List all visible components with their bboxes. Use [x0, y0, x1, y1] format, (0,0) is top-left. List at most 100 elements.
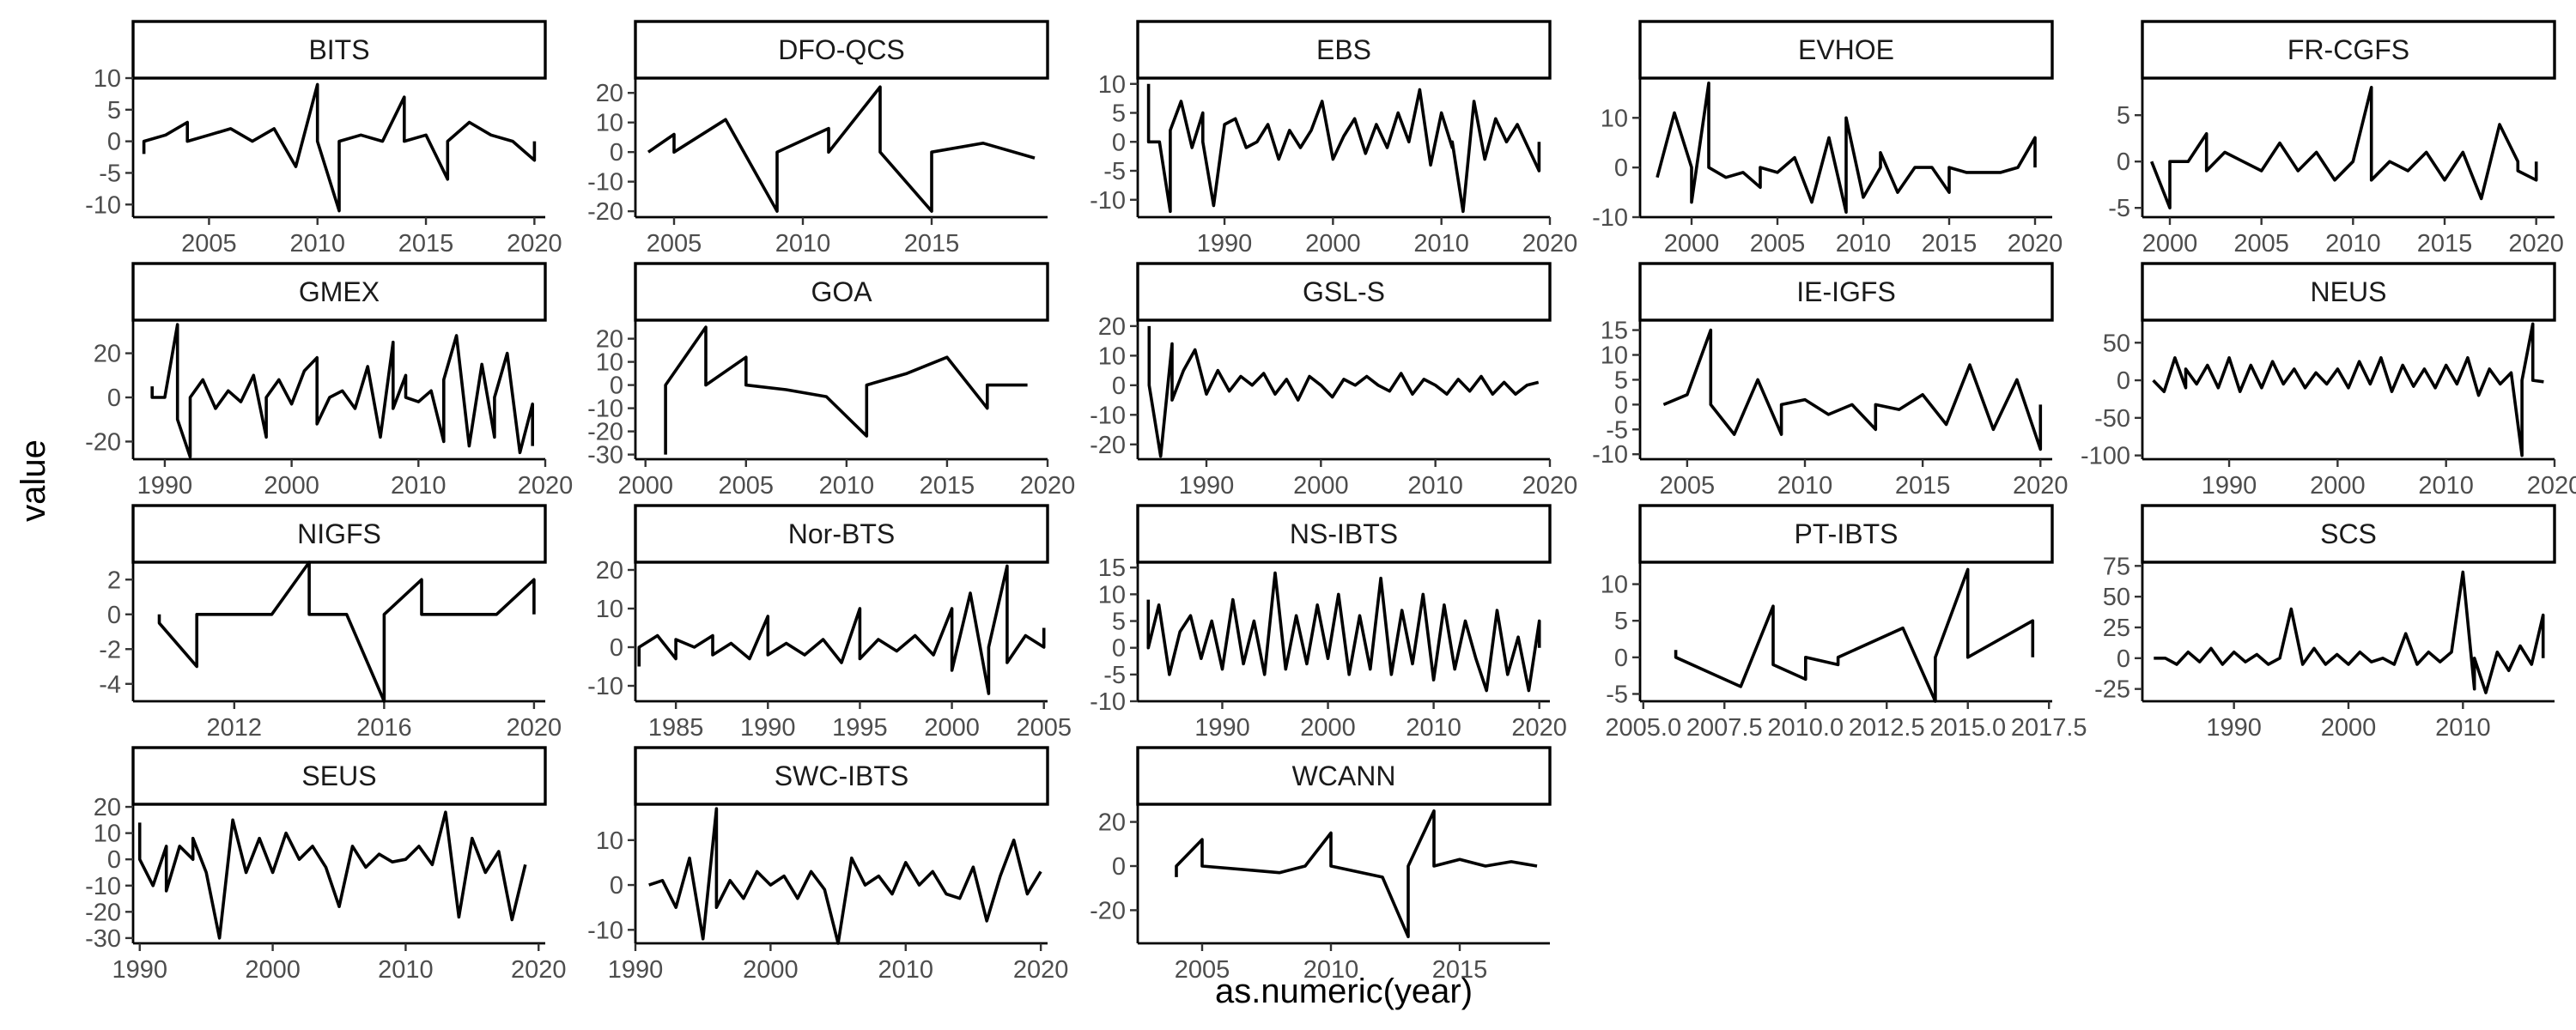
facet-strip [634, 504, 1049, 564]
y-tick-label: 0 [1614, 154, 1628, 182]
y-tick-label: 15 [1601, 318, 1628, 345]
y-tick-label: -10 [1592, 204, 1628, 232]
x-tick-label: 2010 [391, 472, 447, 500]
x-tick-label: 2000 [264, 472, 319, 500]
x-tick-label: 2000 [743, 956, 799, 984]
y-tick-label: -5 [2108, 195, 2130, 222]
facet-strip [131, 262, 547, 322]
facet-strip-label: GSL-S [1303, 276, 1385, 307]
series-line-dfo-qcs [647, 85, 1036, 213]
y-tick-label: -20 [1090, 897, 1126, 924]
x-tick-label: 2010 [1836, 230, 1892, 258]
series-line-goa [664, 325, 1028, 455]
facet-strip-label: SEUS [301, 760, 376, 791]
facet-panel-evhoe: EVHOE -10 0 10 2000 2005 2010 2015 2020 [1592, 20, 2063, 258]
y-tick-label: 10 [596, 110, 623, 137]
y-tick-label: 10 [1601, 342, 1628, 370]
series-line-pt-ibts [1674, 567, 2035, 703]
y-tick-label: 20 [1098, 809, 1126, 837]
x-tick-label: 2016 [356, 714, 412, 742]
x-tick-label: 2015 [904, 230, 960, 258]
y-tick-label: -20 [587, 419, 623, 446]
x-tick-label: 1990 [608, 956, 664, 984]
x-tick-label: 2015 [1895, 472, 1951, 500]
x-tick-label: 1995 [832, 714, 888, 742]
series-line-neus [2152, 322, 2544, 457]
x-tick-label: 2010 [1407, 472, 1463, 500]
x-tick-label: 2020 [507, 714, 562, 742]
y-tick-label: 10 [596, 349, 623, 377]
series-line-ie-igfs [1662, 328, 2043, 451]
x-tick-label: 2015 [2417, 230, 2473, 258]
y-tick-label: 2 [107, 566, 121, 594]
series-line-wcann [1175, 809, 1538, 939]
x-tick-label: 1990 [740, 714, 796, 742]
facet-strip-label: GOA [811, 276, 872, 307]
x-tick-label: 1985 [648, 714, 704, 742]
x-tick-label: 2015 [1432, 956, 1488, 984]
x-tick-label: 2020 [2013, 472, 2069, 500]
facet-strip-label: FR-CGFS [2287, 34, 2409, 65]
y-tick-label: 0 [2117, 645, 2130, 673]
y-tick-label: 0 [610, 139, 623, 167]
x-tick-label: 2012.5 [1849, 714, 1925, 742]
y-tick-label: -10 [587, 396, 623, 423]
y-tick-label: 20 [94, 794, 121, 821]
series-line-evhoe [1656, 82, 2037, 214]
x-tick-label: 2005 [647, 230, 702, 258]
y-tick-label: 0 [107, 602, 121, 629]
facet-strip-label: Nor-BTS [788, 518, 895, 549]
y-tick-label: -10 [1090, 402, 1126, 429]
x-tick-label: 2010 [775, 230, 831, 258]
series-line-seus [137, 810, 527, 940]
x-tick-label: 2005 [1175, 956, 1230, 984]
facet-strip-label: BITS [308, 34, 369, 65]
x-tick-label: 2020 [507, 230, 562, 258]
x-tick-label: 2000 [617, 472, 673, 500]
x-tick-label: 2020 [511, 956, 567, 984]
y-tick-label: 10 [1098, 581, 1126, 609]
y-tick-label: -10 [587, 917, 623, 944]
facet-strip [131, 746, 547, 806]
series-line-swc-ibts [648, 807, 1042, 945]
y-tick-label: -5 [1103, 662, 1126, 689]
x-tick-label: 2005 [1016, 714, 1072, 742]
facet-strip [2141, 504, 2556, 564]
facet-strip [634, 746, 1049, 806]
y-tick-label: 20 [94, 341, 121, 368]
y-tick-label: 0 [1614, 391, 1628, 419]
y-tick-label: 5 [1614, 367, 1628, 394]
x-tick-label: 2020 [1522, 472, 1578, 500]
y-tick-label: -5 [1606, 416, 1628, 444]
x-tick-label: 2020 [518, 472, 574, 500]
y-tick-label: 5 [107, 97, 121, 124]
y-tick-label: -5 [1103, 158, 1126, 185]
x-tick-label: 2020 [2008, 230, 2063, 258]
x-tick-label: 2005 [1750, 230, 1806, 258]
x-tick-label: 2000 [1300, 714, 1356, 742]
y-tick-label: 0 [1112, 129, 1126, 156]
y-tick-label: 10 [596, 827, 623, 855]
y-tick-label: 5 [1112, 609, 1126, 636]
y-tick-label: 25 [2103, 615, 2130, 642]
x-tick-label: 2010 [2325, 230, 2381, 258]
series-line-fr-cgfs [2150, 86, 2538, 209]
x-tick-label: 2000 [2321, 714, 2377, 742]
facet-strip [2141, 20, 2556, 80]
y-tick-label: -30 [85, 925, 121, 953]
x-tick-label: 2000 [1664, 230, 1720, 258]
x-tick-label: 2005 [1660, 472, 1716, 500]
y-tick-label: 50 [2103, 584, 2130, 611]
y-tick-label: 20 [596, 326, 623, 354]
y-tick-label: 0 [1112, 373, 1126, 400]
facet-panel-gmex: GMEX -20 0 20 1990 2000 2010 2020 [85, 262, 574, 500]
y-tick-label: -10 [85, 191, 121, 219]
y-tick-label: 5 [1614, 608, 1628, 635]
y-tick-label: 10 [94, 65, 121, 93]
facet-strip-label: EBS [1316, 34, 1371, 65]
x-tick-label: 2020 [1522, 230, 1578, 258]
x-tick-label: 2010 [1413, 230, 1469, 258]
